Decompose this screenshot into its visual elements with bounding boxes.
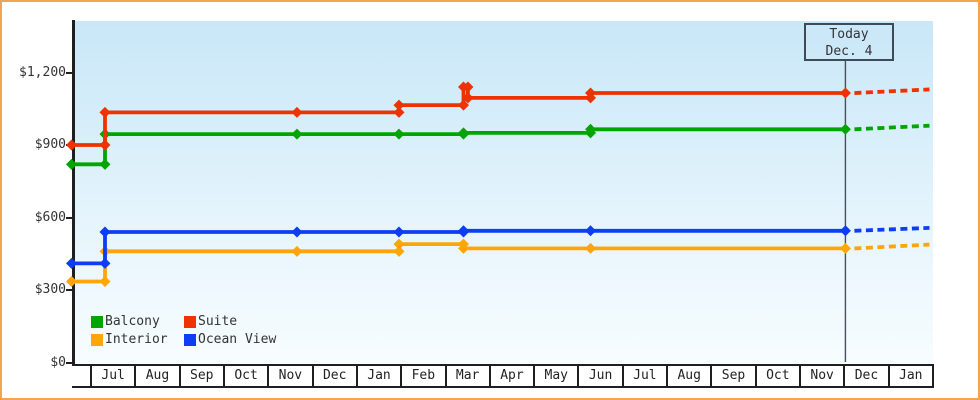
legend-swatch (184, 316, 196, 328)
y-tick-mark (66, 216, 73, 219)
x-tick-month: Mar (444, 366, 489, 386)
x-tick-month: Sep (178, 366, 223, 386)
x-axis-stub (72, 366, 90, 386)
x-tick-month: Jan (887, 366, 932, 386)
legend-item-balcony: Balcony (91, 315, 184, 329)
x-tick-month: Dec (843, 366, 887, 386)
y-tick-label: $1,200 (19, 64, 66, 80)
legend-swatch (184, 334, 196, 346)
plot-area (75, 21, 933, 363)
y-tick-label: $600 (34, 209, 66, 225)
legend-item-interior: Interior (91, 333, 184, 347)
legend-label: Balcony (105, 314, 160, 329)
today-label: Today (829, 27, 869, 42)
x-tick-month: Jul (90, 366, 134, 386)
x-tick-month: Jan (355, 366, 400, 386)
x-tick-month: Oct (222, 366, 267, 386)
today-date: Dec. 4 (825, 44, 873, 59)
y-tick-mark (66, 289, 73, 291)
legend-item-suite: Suite (184, 315, 276, 329)
x-tick-month: Nov (267, 366, 311, 386)
x-tick-month: May (533, 366, 577, 386)
y-tick-mark (66, 361, 73, 364)
x-tick-month: Jun (577, 366, 621, 386)
x-axis-month-row: Jul Aug Sep Oct Nov Dec Jan Feb Mar Apr May Jun Jul A… (72, 364, 934, 388)
y-tick-label: $0 (50, 354, 66, 370)
x-tick-month: Nov (799, 366, 843, 386)
y-tick-mark (66, 144, 73, 146)
y-axis-line (72, 20, 75, 364)
legend: Balcony Suite Interior Ocean View (91, 315, 276, 347)
x-tick-month: Feb (400, 366, 444, 386)
legend-swatch (91, 334, 103, 346)
y-tick-label: $900 (34, 137, 66, 152)
x-tick-month: Aug (134, 366, 178, 386)
x-tick-month: Aug (666, 366, 710, 386)
x-tick-month: Sep (710, 366, 754, 386)
x-tick-month: Jul (621, 366, 666, 386)
today-annotation-box: Today Dec. 4 (804, 23, 894, 61)
y-tick-mark (66, 71, 73, 74)
y-tick-label: $300 (34, 282, 66, 297)
legend-label: Interior (105, 332, 168, 347)
legend-item-ocean-view: Ocean View (184, 333, 276, 347)
x-tick-month: Dec (311, 366, 356, 386)
x-tick-month: Apr (488, 366, 533, 386)
legend-swatch (91, 316, 103, 328)
legend-label: Ocean View (198, 332, 277, 347)
legend-label: Suite (198, 314, 238, 329)
x-tick-month: Oct (754, 366, 799, 386)
